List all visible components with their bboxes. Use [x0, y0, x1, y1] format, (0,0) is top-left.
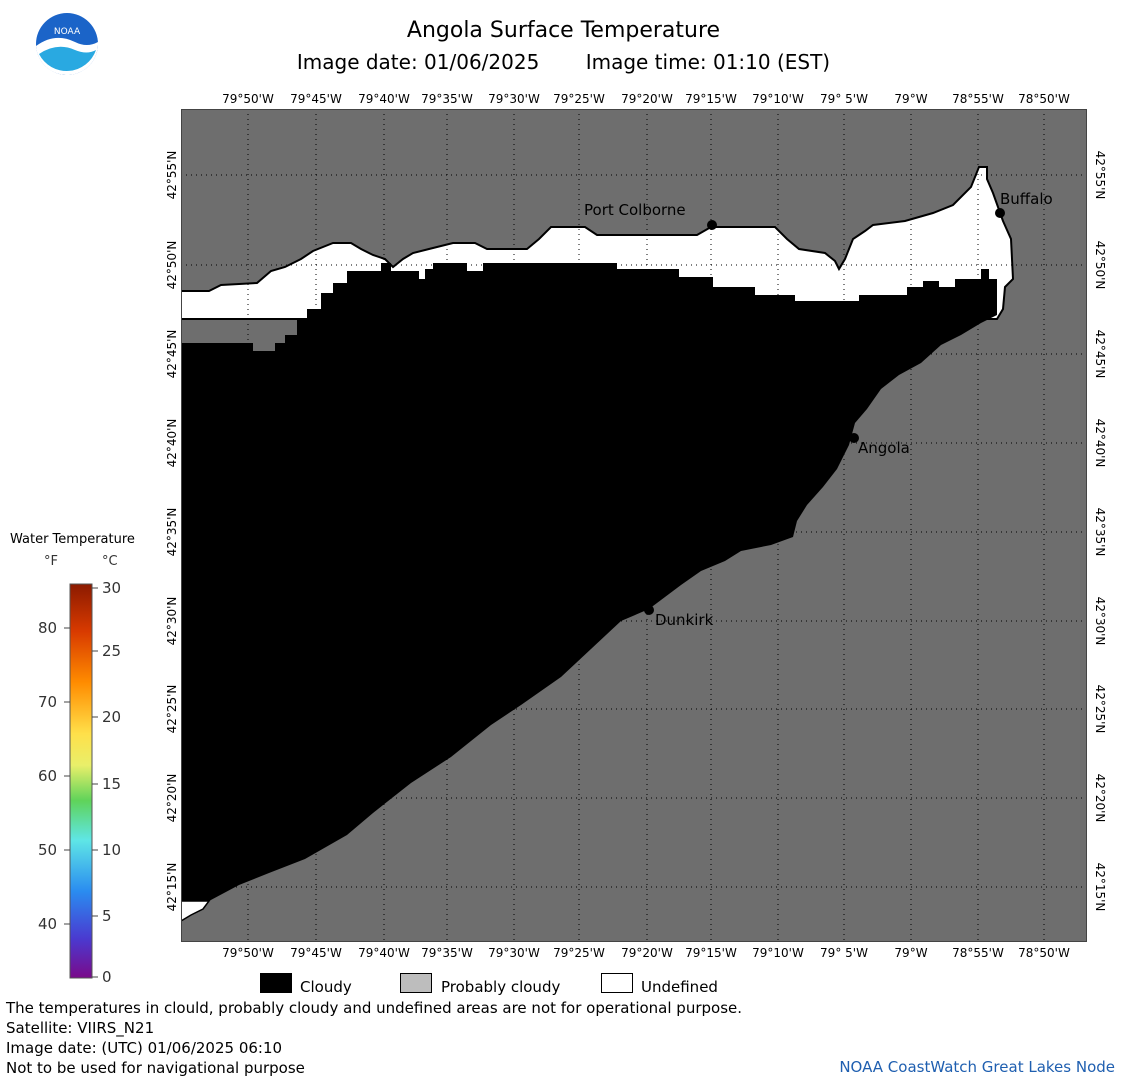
city-label-port-colborne: Port Colborne	[584, 201, 686, 219]
legend-c-tick: 30	[102, 579, 122, 597]
cloudy-area	[181, 263, 997, 901]
dunkirk-marker	[644, 605, 654, 615]
lat-label-left: 42°45'N	[165, 329, 179, 379]
legend-c-tick: 0	[102, 968, 112, 986]
satellite-text: Satellite: VIIRS_N21	[6, 1019, 155, 1037]
logo-text: NOAA	[54, 27, 81, 37]
lon-label-top: 79°45'W	[290, 92, 342, 106]
lon-label-bottom: 79°15'W	[685, 946, 737, 960]
lat-label-left: 42°35'N	[165, 507, 179, 557]
key-label-undefined: Undefined	[641, 978, 718, 996]
lon-label-bottom: 79°10'W	[752, 946, 804, 960]
temperature-color-bar	[64, 583, 98, 979]
city-label-buffalo: Buffalo	[1000, 190, 1053, 208]
lon-label-top: 79°W	[894, 92, 928, 106]
lon-label-bottom: 79°50'W	[222, 946, 274, 960]
lat-label-right: 42°35'N	[1093, 507, 1107, 557]
lat-label-left: 42°25'N	[165, 684, 179, 734]
key-label-probably-cloudy: Probably cloudy	[441, 978, 561, 996]
lon-label-bottom: 79°40'W	[358, 946, 410, 960]
buffalo-marker	[995, 208, 1005, 218]
lon-label-top: 79°50'W	[222, 92, 274, 106]
undefined-area-sw	[181, 900, 211, 922]
legend-c-tick: 25	[102, 642, 122, 660]
lon-label-top: 78°50'W	[1018, 92, 1070, 106]
noaa-logo: NOAA	[36, 13, 99, 76]
lat-label-left: 42°40'N	[165, 418, 179, 468]
image-date-time: Image date: 01/06/2025 Image time: 01:10…	[0, 50, 1127, 74]
lon-label-bottom: 79°30'W	[488, 946, 540, 960]
lon-label-bottom: 79°W	[894, 946, 928, 960]
legend-f-tick: 60	[38, 767, 58, 785]
image-date: Image date: 01/06/2025	[296, 50, 540, 74]
legend-c-tick: 15	[102, 775, 122, 793]
lon-label-top: 79°40'W	[358, 92, 410, 106]
legend-unit-c: °C	[102, 554, 118, 569]
navigation-warning: Not to be used for navigational purpose	[6, 1059, 305, 1077]
port-colborne-marker	[707, 220, 717, 230]
graticule	[181, 109, 1087, 942]
legend-c-tick: 5	[102, 907, 112, 925]
legend-f-tick: 80	[38, 619, 58, 637]
lon-label-bottom: 79°35'W	[421, 946, 473, 960]
lon-label-top: 78°55'W	[952, 92, 1004, 106]
lon-label-bottom: 79°25'W	[553, 946, 605, 960]
lat-label-right: 42°15'N	[1093, 862, 1107, 912]
legend-c-tick: 20	[102, 708, 122, 726]
lat-label-right: 42°25'N	[1093, 684, 1107, 734]
credit-text: NOAA CoastWatch Great Lakes Node	[839, 1058, 1115, 1076]
disclaimer-text: The temperatures in clould, probably clo…	[6, 999, 743, 1017]
lon-label-bottom: 79° 5'W	[820, 946, 868, 960]
key-swatch-undefined	[601, 973, 633, 993]
lat-label-right: 42°30'N	[1093, 596, 1107, 646]
lon-label-top: 79° 5'W	[820, 92, 868, 106]
lat-label-right: 42°50'N	[1093, 240, 1107, 290]
lon-label-top: 79°15'W	[685, 92, 737, 106]
legend-title: Water Temperature	[10, 532, 135, 547]
lat-label-left: 42°30'N	[165, 596, 179, 646]
lon-label-top: 79°10'W	[752, 92, 804, 106]
lat-label-left: 42°20'N	[165, 773, 179, 823]
lat-label-left: 42°15'N	[165, 862, 179, 912]
page-title: Angola Surface Temperature	[406, 18, 721, 43]
legend-f-tick: 40	[38, 915, 58, 933]
lat-label-left: 42°50'N	[165, 240, 179, 290]
temperature-map	[181, 109, 1087, 942]
lon-label-top: 79°25'W	[553, 92, 605, 106]
lon-label-top: 79°20'W	[621, 92, 673, 106]
legend-f-tick: 70	[38, 693, 58, 711]
lon-label-bottom: 79°45'W	[290, 946, 342, 960]
lon-label-bottom: 78°50'W	[1018, 946, 1070, 960]
key-swatch-cloudy	[260, 973, 292, 993]
legend-f-tick: 50	[38, 841, 58, 859]
lon-label-bottom: 78°55'W	[952, 946, 1004, 960]
lat-label-right: 42°55'N	[1093, 150, 1107, 200]
lat-label-right: 42°20'N	[1093, 773, 1107, 823]
city-label-angola: Angola	[858, 439, 910, 457]
lat-label-right: 42°40'N	[1093, 418, 1107, 468]
legend-unit-f: °F	[44, 554, 58, 569]
utc-date-text: Image date: (UTC) 01/06/2025 06:10	[6, 1039, 283, 1057]
lon-label-bottom: 79°20'W	[621, 946, 673, 960]
lon-label-top: 79°35'W	[421, 92, 473, 106]
image-time: Image time: 01:10 (EST)	[585, 50, 831, 74]
lat-label-left: 42°55'N	[165, 150, 179, 200]
angola-marker	[849, 433, 859, 443]
city-label-dunkirk: Dunkirk	[655, 611, 714, 629]
key-swatch-probably-cloudy	[400, 973, 432, 993]
key-label-cloudy: Cloudy	[300, 978, 352, 996]
lat-label-right: 42°45'N	[1093, 329, 1107, 379]
legend-c-tick: 10	[102, 841, 122, 859]
lon-label-top: 79°30'W	[488, 92, 540, 106]
